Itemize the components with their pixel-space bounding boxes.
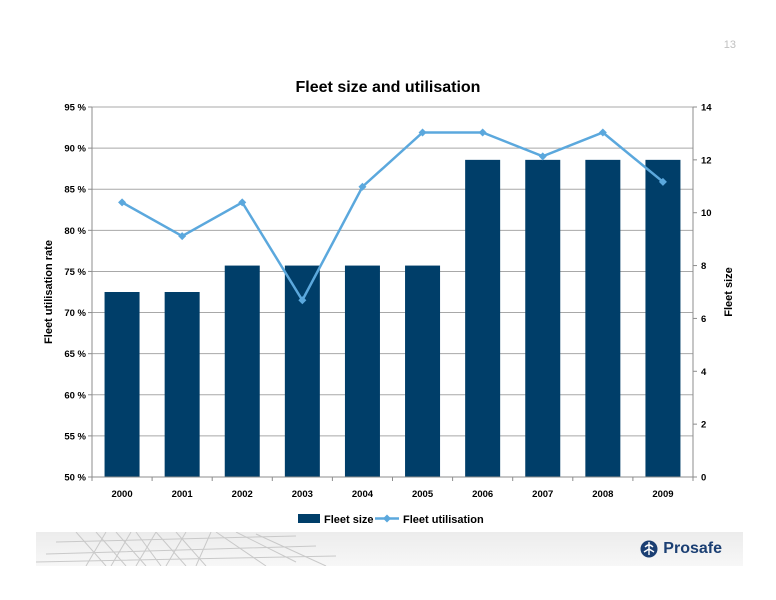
- y-left-tick-label: 90 %: [64, 144, 86, 155]
- point-fleet-utilisation-2001: [178, 232, 187, 241]
- fleet-chart: Fleet size and utilisation 50 % 55 % 60 % 6…: [43, 79, 735, 526]
- y-left-tick-label: 70 %: [64, 308, 86, 319]
- y-left-tick-label: 95 %: [64, 103, 86, 114]
- legend-label-fleet-utilisation: Fleet utilisation: [403, 514, 484, 526]
- point-fleet-utilisation-2000: [118, 198, 127, 207]
- bar-fleet-size-2006: [465, 159, 501, 477]
- bar-fleet-size-2004: [344, 265, 380, 477]
- y-right-tick-label: 4: [701, 367, 707, 378]
- y-left-tick-label: 80 %: [64, 226, 86, 237]
- y-left-tick-label: 75 %: [64, 267, 86, 278]
- y-right-tick-label: 14: [701, 103, 712, 114]
- prosafe-logo-text: Prosafe: [663, 540, 722, 557]
- y-left-tick-label: 60 %: [64, 390, 86, 401]
- fleet-size-bars: [104, 159, 681, 477]
- bar-fleet-size-2002: [224, 265, 260, 477]
- x-tick-label-2002: 2002: [232, 489, 253, 500]
- y-left-axis-label: Fleet utilisation rate: [43, 240, 55, 344]
- axes: [88, 106, 697, 481]
- y-left-tick-label: 65 %: [64, 349, 86, 360]
- utilisation-line: [118, 128, 667, 305]
- x-tick-label-2003: 2003: [292, 489, 313, 500]
- bar-fleet-size-2000: [104, 292, 140, 477]
- point-fleet-utilisation-2006: [478, 128, 487, 137]
- x-tick-label-2000: 2000: [111, 489, 132, 500]
- legend-swatch-fleet-utilisation-marker: [383, 514, 391, 523]
- x-tick-label-2008: 2008: [592, 489, 613, 500]
- tick-labels: 50 % 55 % 60 % 65 % 70 % 75 % 80 % 85 % 90 % 95 %…: [64, 103, 712, 501]
- point-fleet-utilisation-2002: [238, 198, 247, 207]
- page-number: 13: [723, 39, 736, 51]
- point-fleet-utilisation-2003: [298, 296, 307, 305]
- y-right-tick-label: 10: [701, 208, 712, 219]
- legend-swatch-fleet-size: [298, 514, 320, 523]
- x-tick-label-2009: 2009: [652, 489, 673, 500]
- prosafe-logo: Prosafe: [640, 537, 722, 561]
- y-left-tick-label: 55 %: [64, 431, 86, 442]
- x-tick-label-2007: 2007: [532, 489, 553, 500]
- prosafe-rig-icon: [640, 540, 658, 558]
- footer-band: [36, 532, 743, 566]
- point-fleet-utilisation-2007: [538, 152, 547, 161]
- point-fleet-utilisation-2009: [658, 177, 667, 186]
- y-right-axis-label: Fleet size: [723, 267, 735, 317]
- legend: Fleet size Fleet utilisation: [298, 514, 484, 526]
- chart-title: Fleet size and utilisation: [296, 79, 481, 96]
- x-tick-label-2004: 2004: [352, 489, 374, 500]
- point-fleet-utilisation-2008: [598, 128, 607, 137]
- y-left-tick-label: 50 %: [64, 473, 86, 484]
- x-tick-label-2001: 2001: [172, 489, 194, 500]
- point-fleet-utilisation-2005: [418, 128, 427, 137]
- point-fleet-utilisation-2004: [358, 182, 367, 191]
- bar-fleet-size-2008: [585, 159, 621, 477]
- y-right-tick-label: 8: [701, 261, 706, 272]
- bar-fleet-size-2001: [164, 292, 200, 477]
- y-right-tick-label: 6: [701, 314, 706, 325]
- y-right-tick-label: 12: [701, 155, 712, 166]
- y-right-tick-label: 2: [701, 420, 706, 431]
- bar-fleet-size-2007: [525, 159, 561, 477]
- x-tick-label-2006: 2006: [472, 489, 493, 500]
- y-right-tick-label: 0: [701, 473, 706, 484]
- bar-fleet-size-2009: [645, 159, 681, 477]
- line-fleet-utilisation: [121, 131, 664, 303]
- legend-label-fleet-size: Fleet size: [324, 514, 374, 526]
- footer-rig-pattern: [36, 532, 336, 566]
- y-left-tick-label: 85 %: [64, 185, 86, 196]
- x-tick-label-2005: 2005: [412, 489, 434, 500]
- bar-fleet-size-2005: [405, 265, 441, 477]
